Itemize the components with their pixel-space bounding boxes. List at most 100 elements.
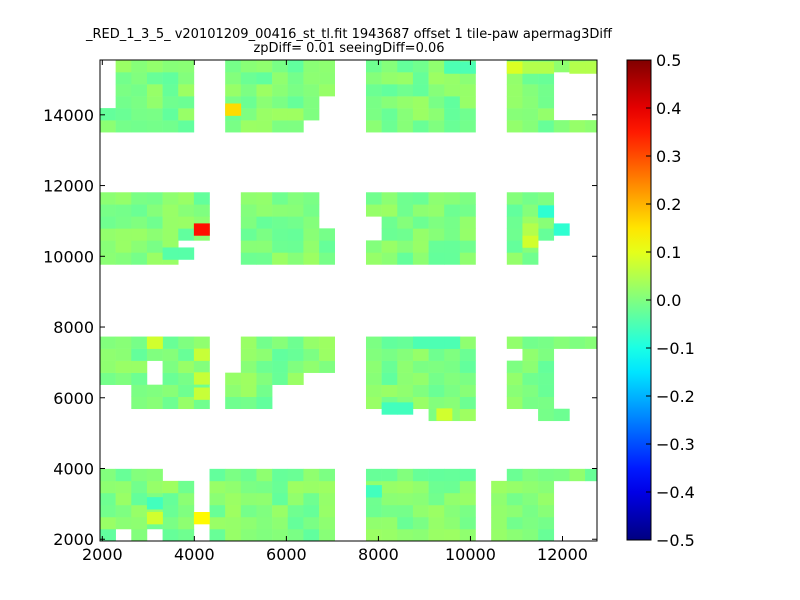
heatmap-cell xyxy=(522,72,539,85)
heatmap-cell xyxy=(459,408,476,422)
heatmap-cell xyxy=(100,228,116,241)
heatmap-cell xyxy=(444,120,461,133)
heatmap-cell xyxy=(397,492,414,506)
heatmap-cell xyxy=(444,84,461,97)
colorbar-tick-label: −0.4 xyxy=(656,483,695,502)
heatmap-cell xyxy=(444,516,461,530)
heatmap-cell xyxy=(381,204,398,217)
heatmap-cell xyxy=(193,192,210,205)
heatmap-cell xyxy=(209,480,226,494)
heatmap-cell xyxy=(240,192,257,205)
heatmap-cell xyxy=(506,516,523,530)
heatmap-value-cell xyxy=(585,61,597,74)
y-tick-label: 4000 xyxy=(53,459,94,478)
x-tick-label: 8000 xyxy=(358,545,399,564)
heatmap-cell xyxy=(303,516,320,530)
heatmap-cell xyxy=(287,360,304,373)
heatmap-cell xyxy=(506,360,523,373)
heatmap-value-cell xyxy=(459,61,476,74)
heatmap-cell xyxy=(225,504,242,518)
heatmap-cell xyxy=(178,372,195,385)
heatmap-cell xyxy=(444,492,461,506)
chart-title-line-2: zpDiff= 0.01 seeingDiff=0.06 xyxy=(253,41,444,56)
heatmap-cell xyxy=(459,228,476,241)
heatmap-cell xyxy=(365,336,382,349)
colorbar-tick-label: −0.5 xyxy=(656,531,695,550)
heatmap-cell xyxy=(115,108,132,121)
x-axis: 2000 4000 6000 8000 10000 12000 xyxy=(82,60,588,564)
heatmap-cell xyxy=(162,228,179,241)
heatmap-cell xyxy=(131,396,148,410)
heatmap-cell xyxy=(365,516,382,530)
heatmap-cell xyxy=(303,240,320,253)
heatmap-cell xyxy=(538,384,555,397)
heatmap-cell xyxy=(444,192,461,205)
heatmap-cell xyxy=(209,528,226,541)
heatmap-cell xyxy=(115,480,132,494)
heatmap-cell xyxy=(287,96,304,109)
y-tick-label: 8000 xyxy=(53,318,94,337)
heatmap-cell xyxy=(381,216,398,229)
heatmap-cell xyxy=(162,120,179,133)
heatmap-cell xyxy=(240,480,257,494)
heatmap-cell xyxy=(162,204,179,217)
heatmap-cell xyxy=(459,384,476,397)
heatmap-cell xyxy=(428,492,445,506)
heatmap-cell xyxy=(397,192,414,205)
heatmap-cell xyxy=(381,228,398,241)
heatmap-cell xyxy=(428,240,445,253)
heatmap-cell xyxy=(412,360,429,373)
heatmap-cell xyxy=(365,204,382,217)
heatmap-cell xyxy=(272,120,289,133)
heatmap-cell xyxy=(319,252,335,265)
heatmap-cell xyxy=(287,504,304,518)
heatmap-cell xyxy=(397,72,414,85)
heatmap-cell xyxy=(459,96,476,109)
heatmap-cell xyxy=(115,516,132,530)
heatmap-cell xyxy=(506,204,523,217)
heatmap-cell xyxy=(428,516,445,530)
heatmap-value-cell xyxy=(412,336,429,349)
heatmap-cell xyxy=(412,108,429,121)
heatmap-cell xyxy=(459,360,476,373)
y-tick-label: 10000 xyxy=(43,247,94,266)
heatmap-cell xyxy=(162,372,179,385)
heatmap-cell xyxy=(319,504,335,518)
heatmap-cell xyxy=(287,336,304,349)
heatmap-cell xyxy=(225,396,242,410)
heatmap-cell xyxy=(146,60,163,73)
heatmap-cell xyxy=(256,216,273,229)
heatmap-cell xyxy=(397,108,414,121)
heatmap-cell xyxy=(444,228,461,241)
heatmap-cell xyxy=(146,72,163,85)
heatmap-cell xyxy=(146,120,163,133)
heatmap-cell xyxy=(319,336,335,349)
heatmap-cell xyxy=(131,384,148,397)
heatmap-cell xyxy=(209,468,226,482)
heatmap-value-cell xyxy=(193,372,210,385)
heatmap-cell xyxy=(100,336,116,349)
heatmap-cell xyxy=(256,120,273,133)
heatmap-cell xyxy=(506,480,523,494)
heatmap-cell xyxy=(272,336,289,349)
heatmap-cell xyxy=(506,336,523,349)
heatmap-cell xyxy=(303,204,320,217)
heatmap-cell xyxy=(115,120,132,133)
heatmap-cell xyxy=(240,504,257,518)
heatmap-cell xyxy=(397,480,414,494)
heatmap-cell xyxy=(303,504,320,518)
heatmap-cell xyxy=(412,84,429,97)
heatmap-cell xyxy=(209,504,226,518)
heatmap-cell xyxy=(162,96,179,109)
heatmap-cell xyxy=(538,528,555,541)
heatmap-cell xyxy=(131,504,148,518)
heatmap-cell xyxy=(569,120,586,133)
heatmap-cell xyxy=(115,72,132,85)
heatmap-cell xyxy=(131,336,148,349)
heatmap-cell xyxy=(178,72,195,85)
heatmap-cell xyxy=(225,492,242,506)
heatmap-cell xyxy=(178,528,195,541)
heatmap-cell xyxy=(162,504,179,518)
heatmap-cell xyxy=(522,396,539,410)
heatmap-cell xyxy=(491,480,508,494)
